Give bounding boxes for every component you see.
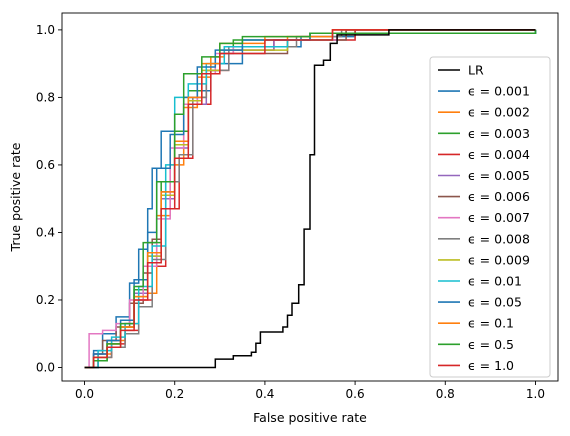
x-tick-label: 0.4: [255, 387, 274, 401]
x-tick-label: 0.2: [165, 387, 184, 401]
legend-entry-label: ϵ = 0.005: [468, 168, 530, 183]
legend-box: [429, 56, 551, 378]
legend-entry-label: ϵ = 0.1: [468, 316, 514, 331]
legend-entry-label: ϵ = 1.0: [468, 358, 514, 373]
legend-entry-label: LR: [468, 63, 484, 78]
legend: LR ϵ = 0.001 ϵ = 0.002 ϵ = 0.003 ϵ = 0.004 ϵ …: [429, 56, 551, 378]
x-tick-label: 0.8: [436, 387, 455, 401]
x-tick-label: 0.0: [75, 387, 94, 401]
y-axis-ticks: 0.0 0.2 0.4 0.6 0.8 1.0: [36, 23, 62, 374]
y-tick-label: 0.2: [36, 293, 55, 307]
series-lines: [84, 29, 537, 369]
y-tick-label: 0.0: [36, 360, 55, 374]
x-axis-label: False positive rate: [253, 410, 367, 425]
legend-entry-label: ϵ = 0.5: [468, 337, 514, 352]
legend-entry-label: ϵ = 0.01: [468, 274, 522, 289]
y-tick-label: 1.0: [36, 23, 55, 37]
legend-entry-label: ϵ = 0.008: [468, 231, 530, 246]
y-tick-label: 0.6: [36, 158, 55, 172]
plot-frame: [61, 12, 559, 382]
legend-entry-label: ϵ = 0.004: [468, 147, 530, 162]
x-axis-ticks: 0.0 0.2 0.4 0.6 0.8 1.0: [75, 381, 545, 401]
y-tick-label: 0.4: [36, 225, 55, 239]
series-line-14: [84, 29, 536, 369]
legend-entry-label: ϵ = 0.007: [468, 210, 530, 225]
legend-entry-label: ϵ = 0.05: [468, 295, 522, 310]
y-axis-label: True positive rate: [8, 142, 23, 252]
x-tick-label: 0.6: [346, 387, 365, 401]
y-tick-label: 0.8: [36, 90, 55, 104]
x-tick-label: 1.0: [526, 387, 545, 401]
legend-entry-label: ϵ = 0.006: [468, 189, 530, 204]
legend-entry-label: ϵ = 0.003: [468, 126, 530, 141]
legend-entry-label: ϵ = 0.001: [468, 84, 530, 99]
legend-entry-label: ϵ = 0.002: [468, 105, 530, 120]
series-line-0: [84, 29, 536, 369]
legend-entry-label: ϵ = 0.009: [468, 252, 530, 267]
